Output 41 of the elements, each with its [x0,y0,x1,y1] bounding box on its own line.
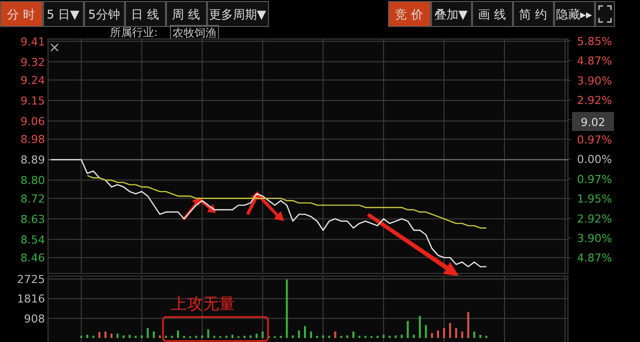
y-tick-label: 8.63 [20,212,45,226]
annotation: 上攻无量 [171,294,235,313]
y2-tick-label: 0.97% [577,134,612,147]
text: 5 日▼ [46,8,80,22]
y2-tick-label: 3.90% [577,74,612,88]
y-tick-label: 1816 [17,292,45,306]
y-tick-label: 8.54 [20,233,45,246]
y2-tick-label: 2.92% [577,212,612,226]
y-tick-label: 8.89 [20,154,45,167]
text: 简 约 [519,8,547,22]
text: 更多周期▼ [208,8,267,22]
y-tick-label: 8.46 [20,252,45,265]
y2-tick-label: 0.00% [577,153,612,166]
y-tick-label: 9.06 [20,114,45,128]
y-tick-label: 908 [24,312,45,326]
text: 竞 价 [395,8,423,22]
y2-tick-label: 1.95% [577,192,612,206]
y-tick-label: 8.72 [20,192,45,206]
y-tick-label: 2725 [17,273,45,286]
y-tick-label: 8.80 [20,174,45,188]
text: 9.02 [580,116,606,129]
y2-tick-label: 2.92% [577,94,612,108]
y2-tick-label: 5.85% [577,34,612,48]
text: 5分钟 [88,8,120,22]
y2-tick-label: 4.87% [577,54,612,68]
y2-tick-label: 4.87% [577,252,612,265]
text: 日 线 [131,8,159,22]
y2-tick-label: 0.97% [577,172,612,186]
annotation: 所属行业: [110,26,158,39]
y-tick-label: 9.15 [20,94,45,108]
y-tick-label: 8.98 [20,133,45,146]
y-tick-label: 9.24 [20,74,45,87]
text: 画 线 [478,8,506,22]
text: 隐藏▸▸ [556,8,592,22]
annotation: 农牧饲渔 [172,26,216,40]
y-tick-label: 9.32 [20,56,45,69]
text: 周 线 [172,8,200,22]
text: 叠加▼ [434,8,468,22]
text: 分 时 [7,8,35,22]
y-tick-label: 9.41 [20,35,45,48]
y2-tick-label: 3.90% [577,232,612,246]
